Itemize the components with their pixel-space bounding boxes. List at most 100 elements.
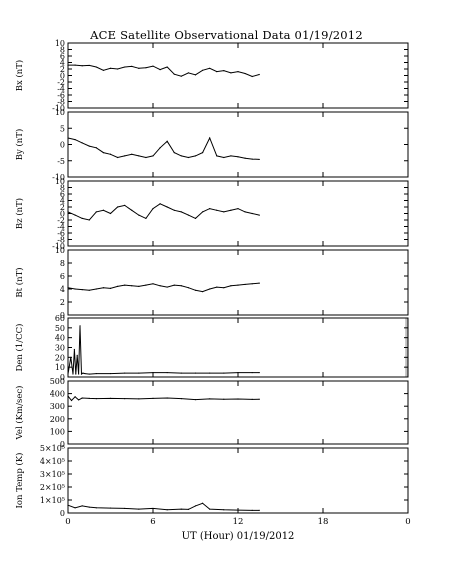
data-point: [209, 372, 211, 374]
y-tick-label: 4: [60, 197, 65, 206]
data-point: [244, 157, 246, 159]
data-point: [81, 397, 83, 399]
y-tick-label: -4: [57, 223, 65, 232]
data-point: [124, 284, 126, 286]
data-point: [237, 208, 239, 210]
y-tick-label: 500: [50, 377, 65, 386]
data-point: [138, 285, 140, 287]
data-point: [82, 372, 84, 374]
y-tick-label: 2: [60, 298, 65, 307]
data-point: [124, 66, 126, 68]
data-point: [74, 288, 76, 290]
data-point: [81, 505, 83, 507]
data-point: [251, 158, 253, 160]
data-point: [95, 147, 97, 149]
data-point: [209, 67, 211, 69]
series-line: [67, 203, 260, 221]
panel-7: 0 1×10⁵ 2×10⁵ 3×10⁵ 4×10⁵ 5×10⁵ Ion Temp (K): [14, 444, 409, 518]
data-point: [258, 371, 260, 374]
panel-frame: [67, 380, 409, 445]
data-point: [74, 507, 76, 509]
data-point: [138, 372, 140, 374]
data-point: [251, 212, 253, 215]
data-point: [67, 373, 69, 375]
data-point: [159, 69, 161, 71]
data-point: [124, 507, 126, 510]
data-point: [138, 67, 140, 69]
data-point: [216, 155, 218, 157]
data-point: [88, 289, 90, 291]
data-point: [180, 285, 182, 287]
data-point: [74, 64, 76, 66]
data-point: [124, 398, 126, 400]
data-point: [152, 65, 154, 67]
y-tick-label: 1×10⁵: [40, 496, 65, 505]
data-point: [223, 156, 225, 159]
data-point: [209, 288, 211, 290]
y-tick-label: 4×10⁵: [40, 457, 65, 466]
data-point: [209, 508, 211, 510]
panel-frame: [67, 42, 409, 109]
y-tick-label: 6: [60, 52, 65, 61]
data-point: [152, 371, 154, 374]
data-point: [187, 156, 190, 159]
data-point: [124, 372, 126, 374]
data-point: [180, 508, 182, 510]
data-point: [180, 398, 182, 400]
data-point: [138, 508, 140, 510]
x-tick-label: 6: [150, 517, 155, 527]
y-tick-label: -2: [57, 78, 65, 87]
data-point: [180, 75, 182, 77]
data-point: [95, 66, 97, 68]
data-point: [109, 212, 112, 215]
chart-title: ACE Satellite Observational Data 01/19/2…: [90, 28, 363, 42]
data-point: [79, 325, 81, 327]
y-axis-label: Vel (Km/sec): [14, 386, 25, 441]
y-tick-label: 8: [60, 46, 65, 55]
data-point: [216, 286, 218, 288]
data-point: [244, 283, 246, 286]
data-point: [194, 372, 197, 374]
data-point: [166, 286, 168, 288]
y-tick-label: 0: [60, 72, 65, 81]
panel-frame: [67, 180, 409, 247]
y-tick-label: -2: [57, 216, 65, 225]
data-point: [173, 152, 175, 154]
data-point: [70, 399, 73, 402]
data-point: [145, 67, 147, 69]
data-point: [237, 509, 239, 511]
data-point: [81, 217, 83, 219]
data-point: [166, 371, 168, 374]
data-point: [67, 504, 69, 506]
y-axis-label: Ion Temp (K): [14, 453, 25, 509]
y-tick-label: 0: [60, 141, 65, 150]
data-point: [95, 507, 97, 509]
data-point: [67, 395, 69, 397]
data-point: [223, 70, 225, 72]
y-tick-label: -8: [57, 236, 65, 245]
data-point: [74, 396, 76, 398]
y-tick-label: 4: [60, 59, 65, 68]
data-point: [159, 147, 161, 149]
data-point: [81, 142, 83, 144]
y-tick-label: 5×10⁵: [40, 444, 65, 453]
data-point: [109, 67, 112, 69]
data-point: [180, 155, 182, 157]
panel-frame: [67, 249, 409, 316]
data-point: [116, 156, 119, 159]
data-point: [187, 72, 190, 74]
data-point: [194, 289, 197, 291]
data-point: [152, 507, 154, 510]
data-point: [201, 211, 204, 213]
y-tick-label: 10: [55, 108, 65, 117]
data-point: [145, 217, 147, 219]
y-tick-label: 10: [55, 246, 65, 255]
panel-frame: [67, 317, 409, 378]
data-point: [73, 348, 75, 351]
data-point: [251, 75, 253, 78]
y-tick-label: 0: [60, 509, 65, 518]
data-point: [251, 371, 253, 374]
data-point: [102, 287, 105, 289]
